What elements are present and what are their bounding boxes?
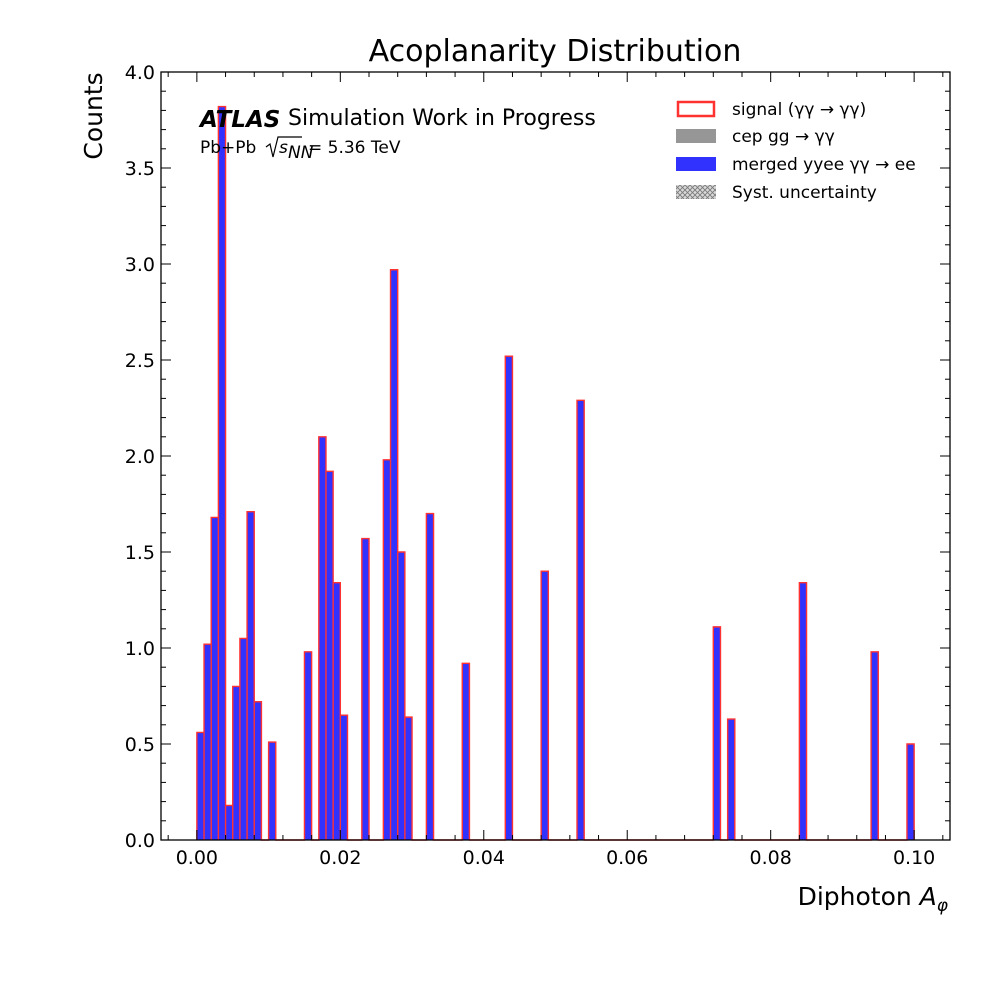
legend-label-signal: signal (γγ → γγ) (732, 100, 866, 120)
histogram-bar-18 (397, 552, 405, 840)
legend-swatch-cep (676, 129, 716, 143)
y-tick-label-5: 2.5 (125, 350, 155, 372)
y-tick-label-3: 1.5 (125, 542, 155, 564)
y-tick-label-8: 4.0 (125, 62, 155, 84)
legend-label-syst-uncertainty: Syst. uncertainty (732, 183, 877, 203)
axis-ticks (161, 71, 950, 841)
histogram-bar-17 (390, 269, 398, 840)
x-tick-label-4: 0.08 (750, 847, 792, 869)
svg-text:s: s (279, 138, 288, 158)
y-tick-label-7: 3.5 (125, 158, 155, 180)
histogram-bar-26 (727, 719, 735, 840)
x-tick-label-1: 0.02 (319, 847, 361, 869)
legend-swatch-syst-uncertainty (676, 185, 716, 199)
y-tick-label-1: 0.5 (125, 734, 155, 756)
x-tick-labels: 0.00 0.02 0.04 0.06 0.08 0.10 (176, 847, 936, 869)
y-tick-label-6: 3.0 (125, 254, 155, 276)
collision-system-text: Pb+Pb (200, 138, 256, 158)
histogram-bar-27 (799, 582, 807, 840)
signal-step-outline (196, 105, 915, 841)
histogram-bar-8 (254, 701, 262, 840)
histogram-bars (196, 106, 915, 840)
histogram-bar-4 (225, 805, 233, 840)
histogram-bar-12 (325, 471, 334, 840)
histogram-bar-24 (577, 400, 585, 840)
histogram-bar-22 (505, 356, 513, 840)
histogram-bar-0 (196, 732, 205, 840)
legend-entry-cep: cep gg → γγ (676, 127, 835, 147)
histogram-bar-29 (906, 744, 915, 840)
histogram-bar-23 (541, 571, 549, 840)
histogram-bar-5 (232, 686, 240, 840)
histogram-bar-13 (333, 582, 341, 840)
y-tick-label-2: 1.0 (125, 638, 155, 660)
histogram-bar-19 (404, 717, 413, 840)
x-tick-label-2: 0.04 (463, 847, 505, 869)
legend-swatch-merged-yyee (676, 157, 716, 171)
legend-entry-signal: signal (γγ → γγ) (676, 100, 866, 120)
legend-swatch-signal (676, 100, 716, 118)
y-axis-label: Counts (79, 72, 108, 159)
y-tick-label-4: 2.0 (125, 446, 155, 468)
svg-text:NN: NN (288, 143, 314, 163)
energy-value-text: = 5.36 TeV (308, 138, 401, 158)
histogram-bar-2 (211, 517, 219, 840)
histogram-bar-21 (462, 663, 470, 840)
histogram-bar-16 (383, 459, 391, 840)
atlas-label: ATLAS Simulation Work in Progress Pb+Pb … (198, 106, 596, 163)
histogram-bar-15 (361, 538, 370, 840)
histogram-bar-9 (268, 742, 276, 840)
histogram-bar-10 (304, 651, 312, 840)
histogram-bar-11 (318, 436, 326, 840)
histogram-bar-20 (426, 513, 434, 840)
sqrt-s-nn-symbol: s NN (265, 136, 314, 163)
histogram-bar-3 (218, 106, 226, 840)
atlas-logo-text: ATLAS (198, 107, 280, 133)
x-tick-label-3: 0.06 (606, 847, 648, 869)
histogram-bar-1 (204, 644, 212, 840)
atlas-status-text: Simulation Work in Progress (288, 106, 596, 131)
x-axis-label: Diphoton Aφ (798, 882, 949, 916)
histogram-bar-14 (340, 715, 348, 840)
histogram-bar-25 (713, 626, 721, 840)
y-tick-labels: 0.0 0.5 1.0 1.5 2.0 2.5 3.0 3.5 4.0 (125, 62, 155, 852)
histogram-bar-28 (871, 651, 879, 840)
histogram-bar-7 (247, 511, 255, 840)
legend-entry-syst-uncertainty: Syst. uncertainty (676, 183, 877, 203)
legend-label-cep: cep gg → γγ (732, 127, 835, 147)
y-tick-label-0: 0.0 (125, 830, 155, 852)
x-tick-label-5: 0.10 (893, 847, 935, 869)
legend: signal (γγ → γγ) cep gg → γγ merged yyee… (676, 100, 916, 203)
chart-title: Acoplanarity Distribution (369, 34, 742, 69)
legend-entry-merged-yyee: merged yyee γγ → ee (676, 155, 916, 175)
x-tick-label-0: 0.00 (176, 847, 218, 869)
legend-label-merged-yyee: merged yyee γγ → ee (732, 155, 916, 175)
histogram-bar-6 (239, 638, 248, 840)
